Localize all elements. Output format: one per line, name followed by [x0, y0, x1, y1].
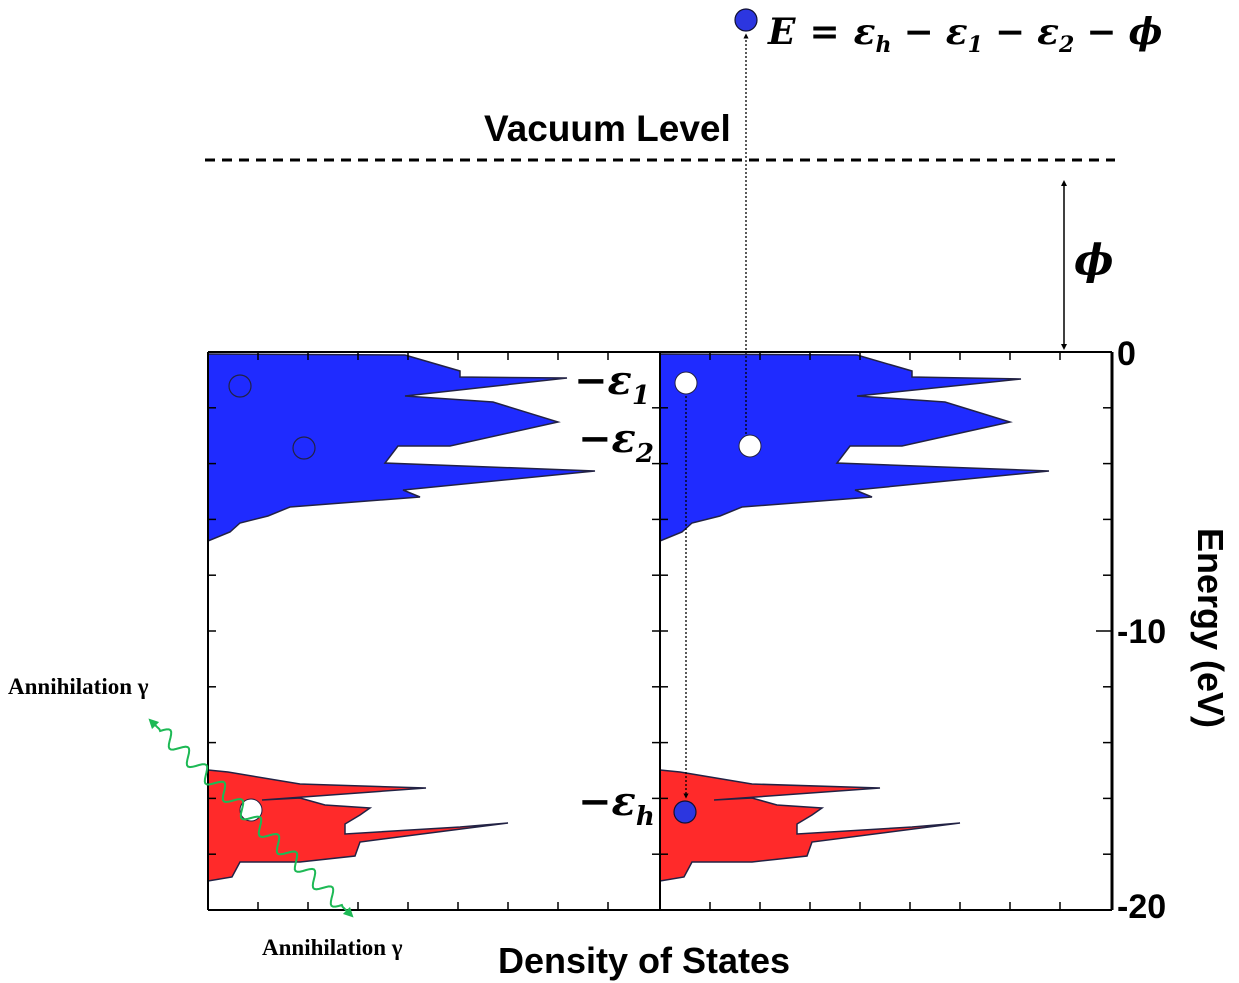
- energy-equation: E = εh − ε1− ε2− ϕ: [767, 11, 1162, 58]
- hole-left-1: [228, 374, 252, 398]
- x-axis-label: Density of States: [498, 940, 790, 981]
- work-function-label: ϕ: [1074, 235, 1114, 284]
- valence-band-right: [659, 353, 1050, 543]
- wavy-arrow-icon: [148, 718, 354, 918]
- electron-dot-icon: [734, 8, 758, 32]
- y-tick-label-minus10: -10: [1117, 613, 1166, 651]
- annihilation-label-bottom: Annihilation γ: [262, 935, 403, 960]
- y-tick-label-0: 0: [1117, 335, 1136, 373]
- electron-core-filled: [673, 800, 697, 824]
- hole-right-2: [738, 434, 762, 458]
- level-label-eps2: −ε2: [578, 415, 654, 469]
- core-band-right: [659, 769, 961, 882]
- hole-right-1: [674, 371, 698, 395]
- vacuum-level-label: Vacuum Level: [484, 108, 731, 149]
- y-tick-label-minus20: -20: [1117, 888, 1166, 926]
- y-axis-label: Energy (eV): [1190, 528, 1231, 728]
- level-label-epsh: −εh: [578, 778, 655, 832]
- level-label-eps1: −ε1: [574, 357, 650, 411]
- core-band-left: [207, 769, 509, 882]
- valence-band-left: [207, 353, 596, 543]
- hole-left-2: [292, 436, 316, 460]
- annihilation-label-top: Annihilation γ: [8, 674, 149, 699]
